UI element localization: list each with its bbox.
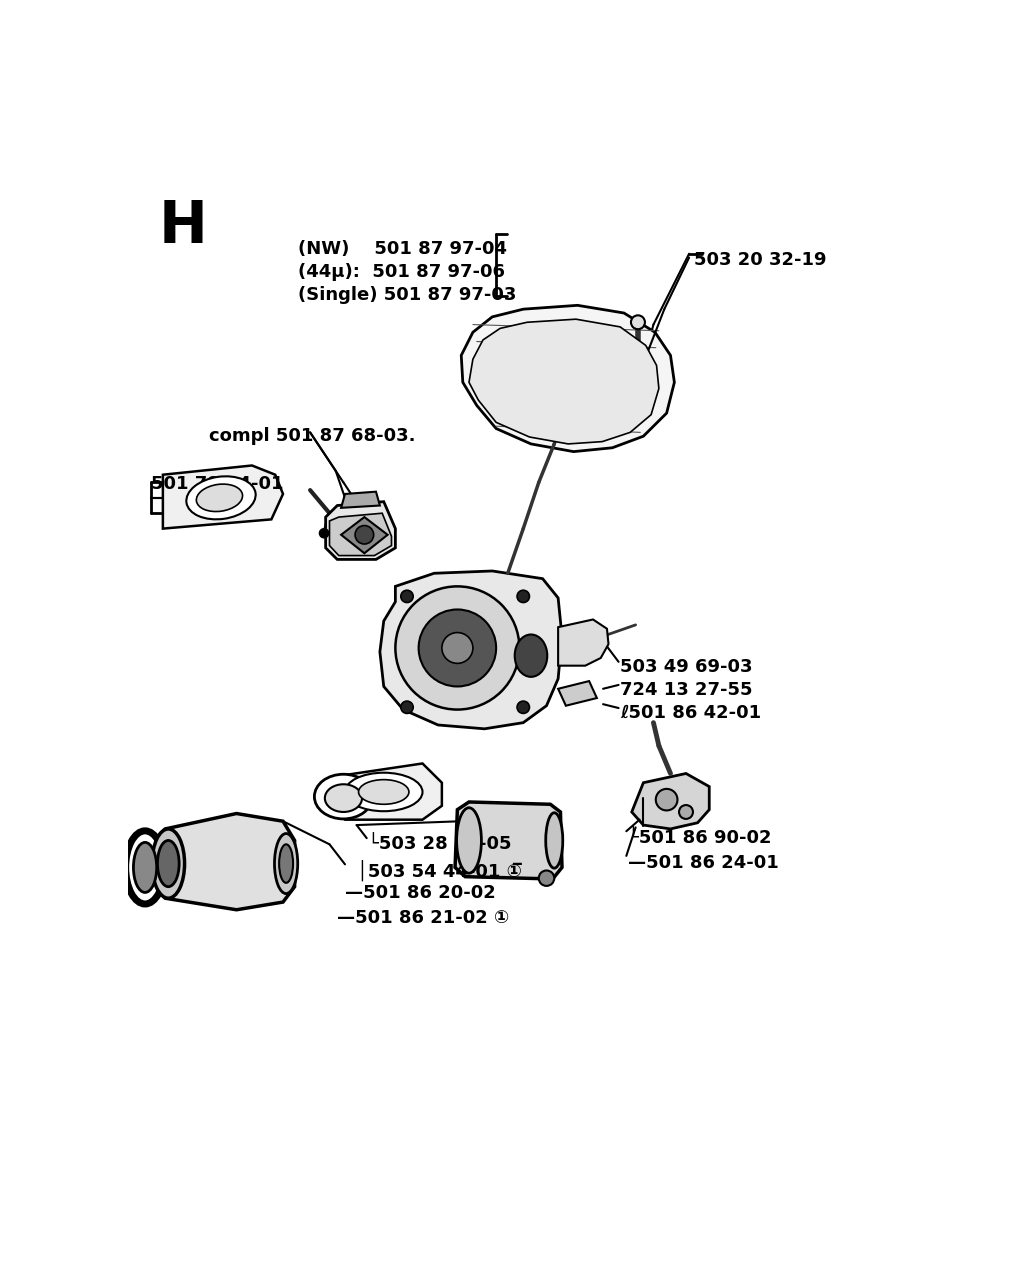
Text: —501 86 24-01: —501 86 24-01 <box>628 854 778 871</box>
Polygon shape <box>558 619 608 666</box>
Ellipse shape <box>158 841 179 886</box>
Text: (NW)    501 87 97-04: (NW) 501 87 97-04 <box>299 240 508 257</box>
Text: 724 13 27-55: 724 13 27-55 <box>621 681 753 699</box>
Circle shape <box>655 789 678 811</box>
Text: —501 86 20-02: —501 86 20-02 <box>345 884 496 903</box>
Ellipse shape <box>197 484 243 512</box>
Ellipse shape <box>314 774 373 818</box>
Polygon shape <box>341 517 388 554</box>
Ellipse shape <box>274 834 298 894</box>
Polygon shape <box>330 513 391 556</box>
Text: 503 20 32-19: 503 20 32-19 <box>693 251 826 270</box>
Circle shape <box>419 609 496 686</box>
Polygon shape <box>632 773 710 828</box>
Circle shape <box>631 315 645 329</box>
Circle shape <box>400 590 414 603</box>
Text: 503 49 69-03: 503 49 69-03 <box>621 658 753 676</box>
Circle shape <box>539 870 554 886</box>
Circle shape <box>517 590 529 603</box>
Ellipse shape <box>325 784 362 812</box>
Circle shape <box>395 586 519 710</box>
Ellipse shape <box>186 477 256 520</box>
Ellipse shape <box>358 779 409 805</box>
Ellipse shape <box>126 831 165 904</box>
Polygon shape <box>469 319 658 444</box>
Polygon shape <box>341 492 380 508</box>
Text: └503 28 16-05: └503 28 16-05 <box>369 835 512 854</box>
Circle shape <box>442 633 473 663</box>
Text: │503 54 44-01 ①̅: │503 54 44-01 ①̅ <box>356 860 521 881</box>
Text: —501 86 21-02 ①: —501 86 21-02 ① <box>337 909 510 927</box>
Ellipse shape <box>457 808 481 873</box>
Ellipse shape <box>515 634 547 677</box>
Polygon shape <box>152 813 295 909</box>
Polygon shape <box>380 571 562 729</box>
Text: └501 86 90-02: └501 86 90-02 <box>628 828 771 847</box>
Text: 501 79 94-01: 501 79 94-01 <box>152 474 284 493</box>
Polygon shape <box>461 305 675 451</box>
Text: ℓ501 86 42-01: ℓ501 86 42-01 <box>621 704 761 723</box>
Ellipse shape <box>280 845 293 883</box>
Ellipse shape <box>345 773 423 811</box>
Polygon shape <box>163 465 283 528</box>
Text: (44μ):  501 87 97-06: (44μ): 501 87 97-06 <box>299 264 506 281</box>
Text: (Single) 501 87 97-03: (Single) 501 87 97-03 <box>299 286 517 304</box>
Circle shape <box>355 526 374 543</box>
Text: compl 501 87 68-03.: compl 501 87 68-03. <box>209 427 416 445</box>
Polygon shape <box>558 681 597 706</box>
Circle shape <box>517 701 529 714</box>
Polygon shape <box>328 763 442 820</box>
Ellipse shape <box>546 813 563 868</box>
Polygon shape <box>326 502 395 560</box>
Circle shape <box>679 805 693 818</box>
Circle shape <box>319 528 329 538</box>
Text: H: H <box>159 198 208 255</box>
Ellipse shape <box>152 828 184 898</box>
Polygon shape <box>455 802 562 879</box>
Circle shape <box>400 701 414 714</box>
Ellipse shape <box>133 842 157 893</box>
